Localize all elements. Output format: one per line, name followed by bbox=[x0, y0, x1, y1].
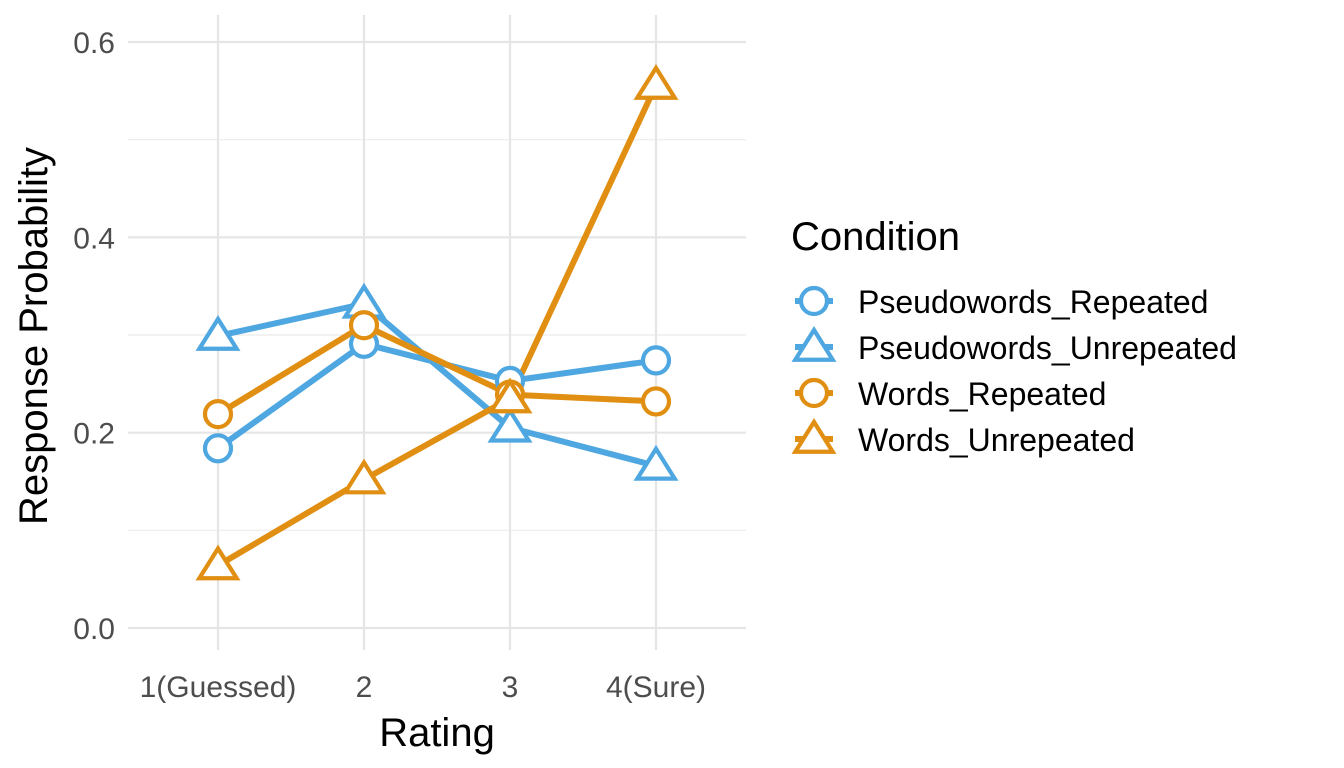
data-point-circle bbox=[348, 310, 380, 341]
markers-pseudowords-unrepeated bbox=[195, 282, 679, 481]
series-layer bbox=[195, 64, 679, 581]
data-point-triangle bbox=[195, 315, 241, 351]
data-point-triangle bbox=[341, 458, 387, 495]
series-line bbox=[216, 322, 657, 417]
legend-label: Words_Unrepeated bbox=[858, 422, 1135, 458]
y-tick-label: 0.2 bbox=[73, 418, 115, 451]
data-point-triangle bbox=[633, 444, 679, 481]
x-axis-title: Rating bbox=[379, 711, 495, 755]
legend-label: Pseudowords_Unrepeated bbox=[858, 330, 1237, 366]
series-line bbox=[216, 83, 659, 569]
x-axis-ticks: 1(Guessed) 2 3 4(Sure) bbox=[140, 671, 706, 704]
data-point-triangle bbox=[487, 406, 533, 443]
legend-item: Words_Unrepeated bbox=[791, 418, 1135, 458]
legend-key-triangle bbox=[791, 326, 837, 362]
series-pseudowords-unrepeated bbox=[217, 300, 657, 469]
series-line bbox=[217, 300, 657, 469]
y-tick-label: 0.0 bbox=[73, 613, 115, 646]
data-point-triangle bbox=[487, 377, 533, 414]
data-point-circle bbox=[202, 399, 234, 430]
markers-words-unrepeated bbox=[195, 64, 679, 581]
legend-key-triangle bbox=[791, 418, 837, 454]
legend-title: Condition bbox=[791, 215, 960, 259]
legend-key-circle bbox=[798, 285, 830, 317]
legend-items: Pseudowords_Repeated Pseudowords_Unrepeat… bbox=[791, 284, 1237, 458]
legend-item: Words_Repeated bbox=[795, 376, 1106, 412]
y-axis-title: Response Probability bbox=[12, 147, 56, 525]
x-tick-label: 2 bbox=[356, 671, 373, 704]
y-tick-label: 0.6 bbox=[73, 27, 115, 60]
legend-item: Pseudowords_Unrepeated bbox=[791, 326, 1237, 366]
y-axis-ticks: 0.0 0.2 0.4 0.6 bbox=[73, 27, 115, 646]
y-tick-label: 0.4 bbox=[73, 222, 115, 255]
series-words-repeated bbox=[216, 322, 657, 417]
data-point-triangle bbox=[633, 64, 679, 100]
legend-key-circle bbox=[798, 377, 830, 409]
legend: Condition Pseudowords_RepeatedPseudoword… bbox=[791, 215, 1237, 458]
x-tick-label: 3 bbox=[502, 671, 519, 704]
x-tick-label: 1(Guessed) bbox=[140, 671, 297, 704]
data-point-circle bbox=[640, 386, 672, 417]
series-words-unrepeated bbox=[216, 83, 659, 569]
legend-item: Pseudowords_Repeated bbox=[795, 284, 1208, 320]
data-point-circle bbox=[640, 345, 672, 376]
data-point-circle bbox=[202, 433, 234, 464]
x-tick-label: 4(Sure) bbox=[606, 671, 706, 704]
legend-label: Words_Repeated bbox=[858, 376, 1106, 412]
legend-label: Pseudowords_Repeated bbox=[858, 284, 1208, 320]
data-point-triangle bbox=[195, 544, 241, 581]
